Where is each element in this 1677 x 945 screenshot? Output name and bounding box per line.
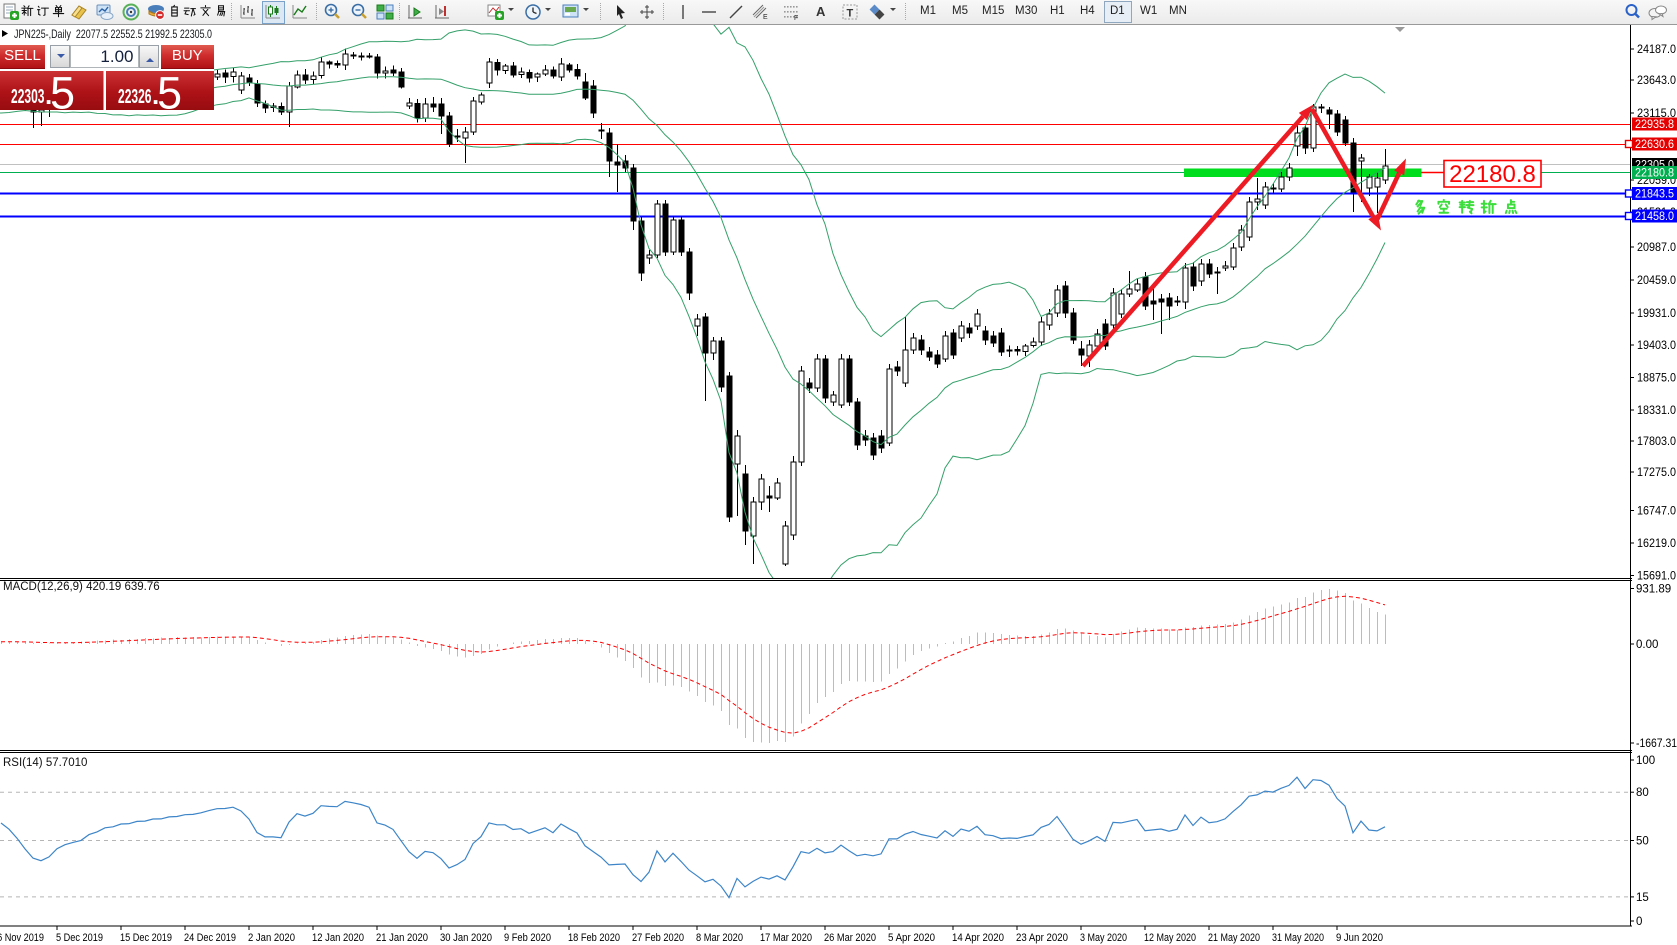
svg-text:30 Jan 2020: 30 Jan 2020 [440, 932, 492, 944]
svg-text:5 Dec 2019: 5 Dec 2019 [56, 932, 103, 944]
svg-text:18 Feb 2020: 18 Feb 2020 [568, 932, 620, 944]
svg-text:16747.0: 16747.0 [1637, 506, 1676, 518]
svg-text:19403.0: 19403.0 [1637, 340, 1676, 352]
svg-text:20987.0: 20987.0 [1637, 242, 1676, 254]
svg-text:27 Feb 2020: 27 Feb 2020 [632, 932, 684, 944]
svg-text:12 Jan 2020: 12 Jan 2020 [312, 932, 364, 944]
svg-text:T: T [847, 8, 854, 20]
svg-text:80: 80 [1636, 787, 1649, 799]
svg-text:22180.8: 22180.8 [1635, 168, 1674, 180]
svg-text:16219.0: 16219.0 [1637, 538, 1676, 550]
svg-text:22935.8: 22935.8 [1635, 119, 1674, 131]
svg-text:24187.0: 24187.0 [1637, 44, 1676, 56]
svg-text:21458.0: 21458.0 [1635, 211, 1674, 223]
svg-text:RSI(14) 57.7010: RSI(14) 57.7010 [3, 757, 87, 769]
svg-text:26 Mar 2020: 26 Mar 2020 [824, 932, 876, 944]
svg-text:8 Mar 2020: 8 Mar 2020 [696, 932, 743, 944]
svg-text:F: F [794, 15, 798, 21]
svg-text:20459.0: 20459.0 [1637, 275, 1676, 287]
svg-text:31 May 2020: 31 May 2020 [1272, 932, 1324, 944]
svg-text:24 Dec 2019: 24 Dec 2019 [184, 932, 236, 944]
svg-text:15 Dec 2019: 15 Dec 2019 [120, 932, 172, 944]
svg-text:9 Feb 2020: 9 Feb 2020 [504, 932, 551, 944]
svg-text:.: . [152, 80, 159, 110]
svg-text:26 Nov 2019: 26 Nov 2019 [0, 932, 44, 944]
svg-text:15: 15 [1636, 892, 1649, 904]
svg-text:23643.0: 23643.0 [1637, 75, 1676, 87]
svg-text:50: 50 [1636, 836, 1649, 848]
svg-text:22180.8: 22180.8 [1449, 161, 1536, 188]
svg-text:22303: 22303 [11, 86, 45, 108]
svg-text:15691.0: 15691.0 [1637, 571, 1676, 583]
svg-text:17 Mar 2020: 17 Mar 2020 [760, 932, 812, 944]
svg-text:3 May 2020: 3 May 2020 [1080, 932, 1127, 944]
svg-text:100: 100 [1636, 755, 1655, 767]
svg-text:E: E [763, 14, 768, 21]
svg-text:5: 5 [50, 71, 75, 110]
svg-text:5: 5 [157, 71, 182, 110]
svg-text:JPN225-,Daily 22077.5 22552.5: JPN225-,Daily 22077.5 22552.5 21992.5 22… [14, 27, 212, 41]
svg-text:MACD(12,26,9) 420.19 639.76: MACD(12,26,9) 420.19 639.76 [3, 581, 160, 593]
svg-text:17275.0: 17275.0 [1637, 467, 1676, 479]
svg-text:23 Apr 2020: 23 Apr 2020 [1016, 932, 1068, 944]
svg-text:21 May 2020: 21 May 2020 [1208, 932, 1260, 944]
svg-text:17803.0: 17803.0 [1637, 436, 1676, 448]
svg-text:14 Apr 2020: 14 Apr 2020 [952, 932, 1004, 944]
svg-text:9 Jun 2020: 9 Jun 2020 [1336, 932, 1383, 944]
svg-text:23115.0: 23115.0 [1637, 108, 1676, 120]
svg-text:0: 0 [1636, 916, 1642, 928]
svg-text:5 Apr 2020: 5 Apr 2020 [888, 932, 935, 944]
svg-text:19931.0: 19931.0 [1637, 308, 1676, 320]
svg-text:21 Jan 2020: 21 Jan 2020 [376, 932, 428, 944]
svg-text:0.00: 0.00 [1636, 639, 1658, 651]
svg-text:22630.6: 22630.6 [1635, 139, 1674, 151]
svg-text:18875.0: 18875.0 [1637, 373, 1676, 385]
svg-text:-1667.31: -1667.31 [1636, 738, 1677, 750]
svg-text:2 Jan 2020: 2 Jan 2020 [248, 932, 295, 944]
svg-text:.: . [45, 80, 52, 110]
svg-text:18331.0: 18331.0 [1637, 405, 1676, 417]
svg-text:22326: 22326 [118, 86, 152, 108]
svg-text:21843.5: 21843.5 [1635, 189, 1674, 201]
svg-text:931.89: 931.89 [1636, 584, 1671, 596]
svg-text:12 May 2020: 12 May 2020 [1144, 932, 1196, 944]
